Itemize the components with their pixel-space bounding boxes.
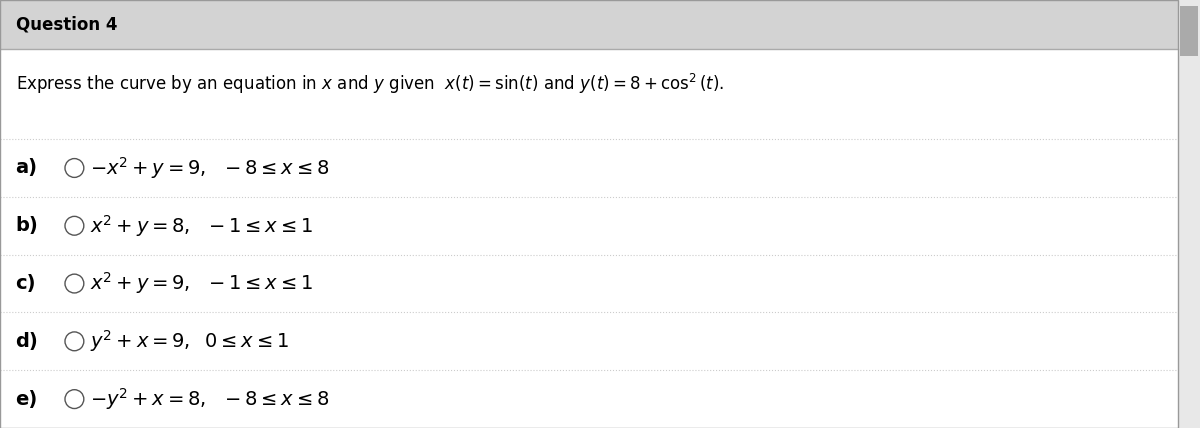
FancyBboxPatch shape [1180, 6, 1198, 56]
Text: $x^2 + y = 9, \;\; -1 \leq x \leq 1$: $x^2 + y = 9, \;\; -1 \leq x \leq 1$ [90, 270, 313, 297]
Text: $-y^2 + x = 8, \;\; -8 \leq x \leq 8$: $-y^2 + x = 8, \;\; -8 \leq x \leq 8$ [90, 386, 329, 412]
Text: Question 4: Question 4 [16, 15, 118, 34]
Text: $y^2 + x = 9, \;\; 0 \leq x \leq 1$: $y^2 + x = 9, \;\; 0 \leq x \leq 1$ [90, 328, 289, 354]
Text: e): e) [16, 389, 38, 409]
Text: c): c) [16, 274, 36, 293]
Text: Express the curve by an equation in $x$ and $y$ given  $x(t) = \sin(t)$ and $y(t: Express the curve by an equation in $x$ … [16, 71, 724, 95]
Text: $x^2 + y = 8, \;\; -1 \leq x \leq 1$: $x^2 + y = 8, \;\; -1 \leq x \leq 1$ [90, 213, 313, 239]
Text: b): b) [16, 216, 38, 235]
Text: $-x^2 + y = 9, \;\; -8 \leq x \leq 8$: $-x^2 + y = 9, \;\; -8 \leq x \leq 8$ [90, 155, 329, 181]
Text: a): a) [16, 158, 37, 178]
FancyBboxPatch shape [1178, 0, 1200, 428]
FancyBboxPatch shape [0, 0, 1178, 49]
Text: d): d) [16, 332, 38, 351]
